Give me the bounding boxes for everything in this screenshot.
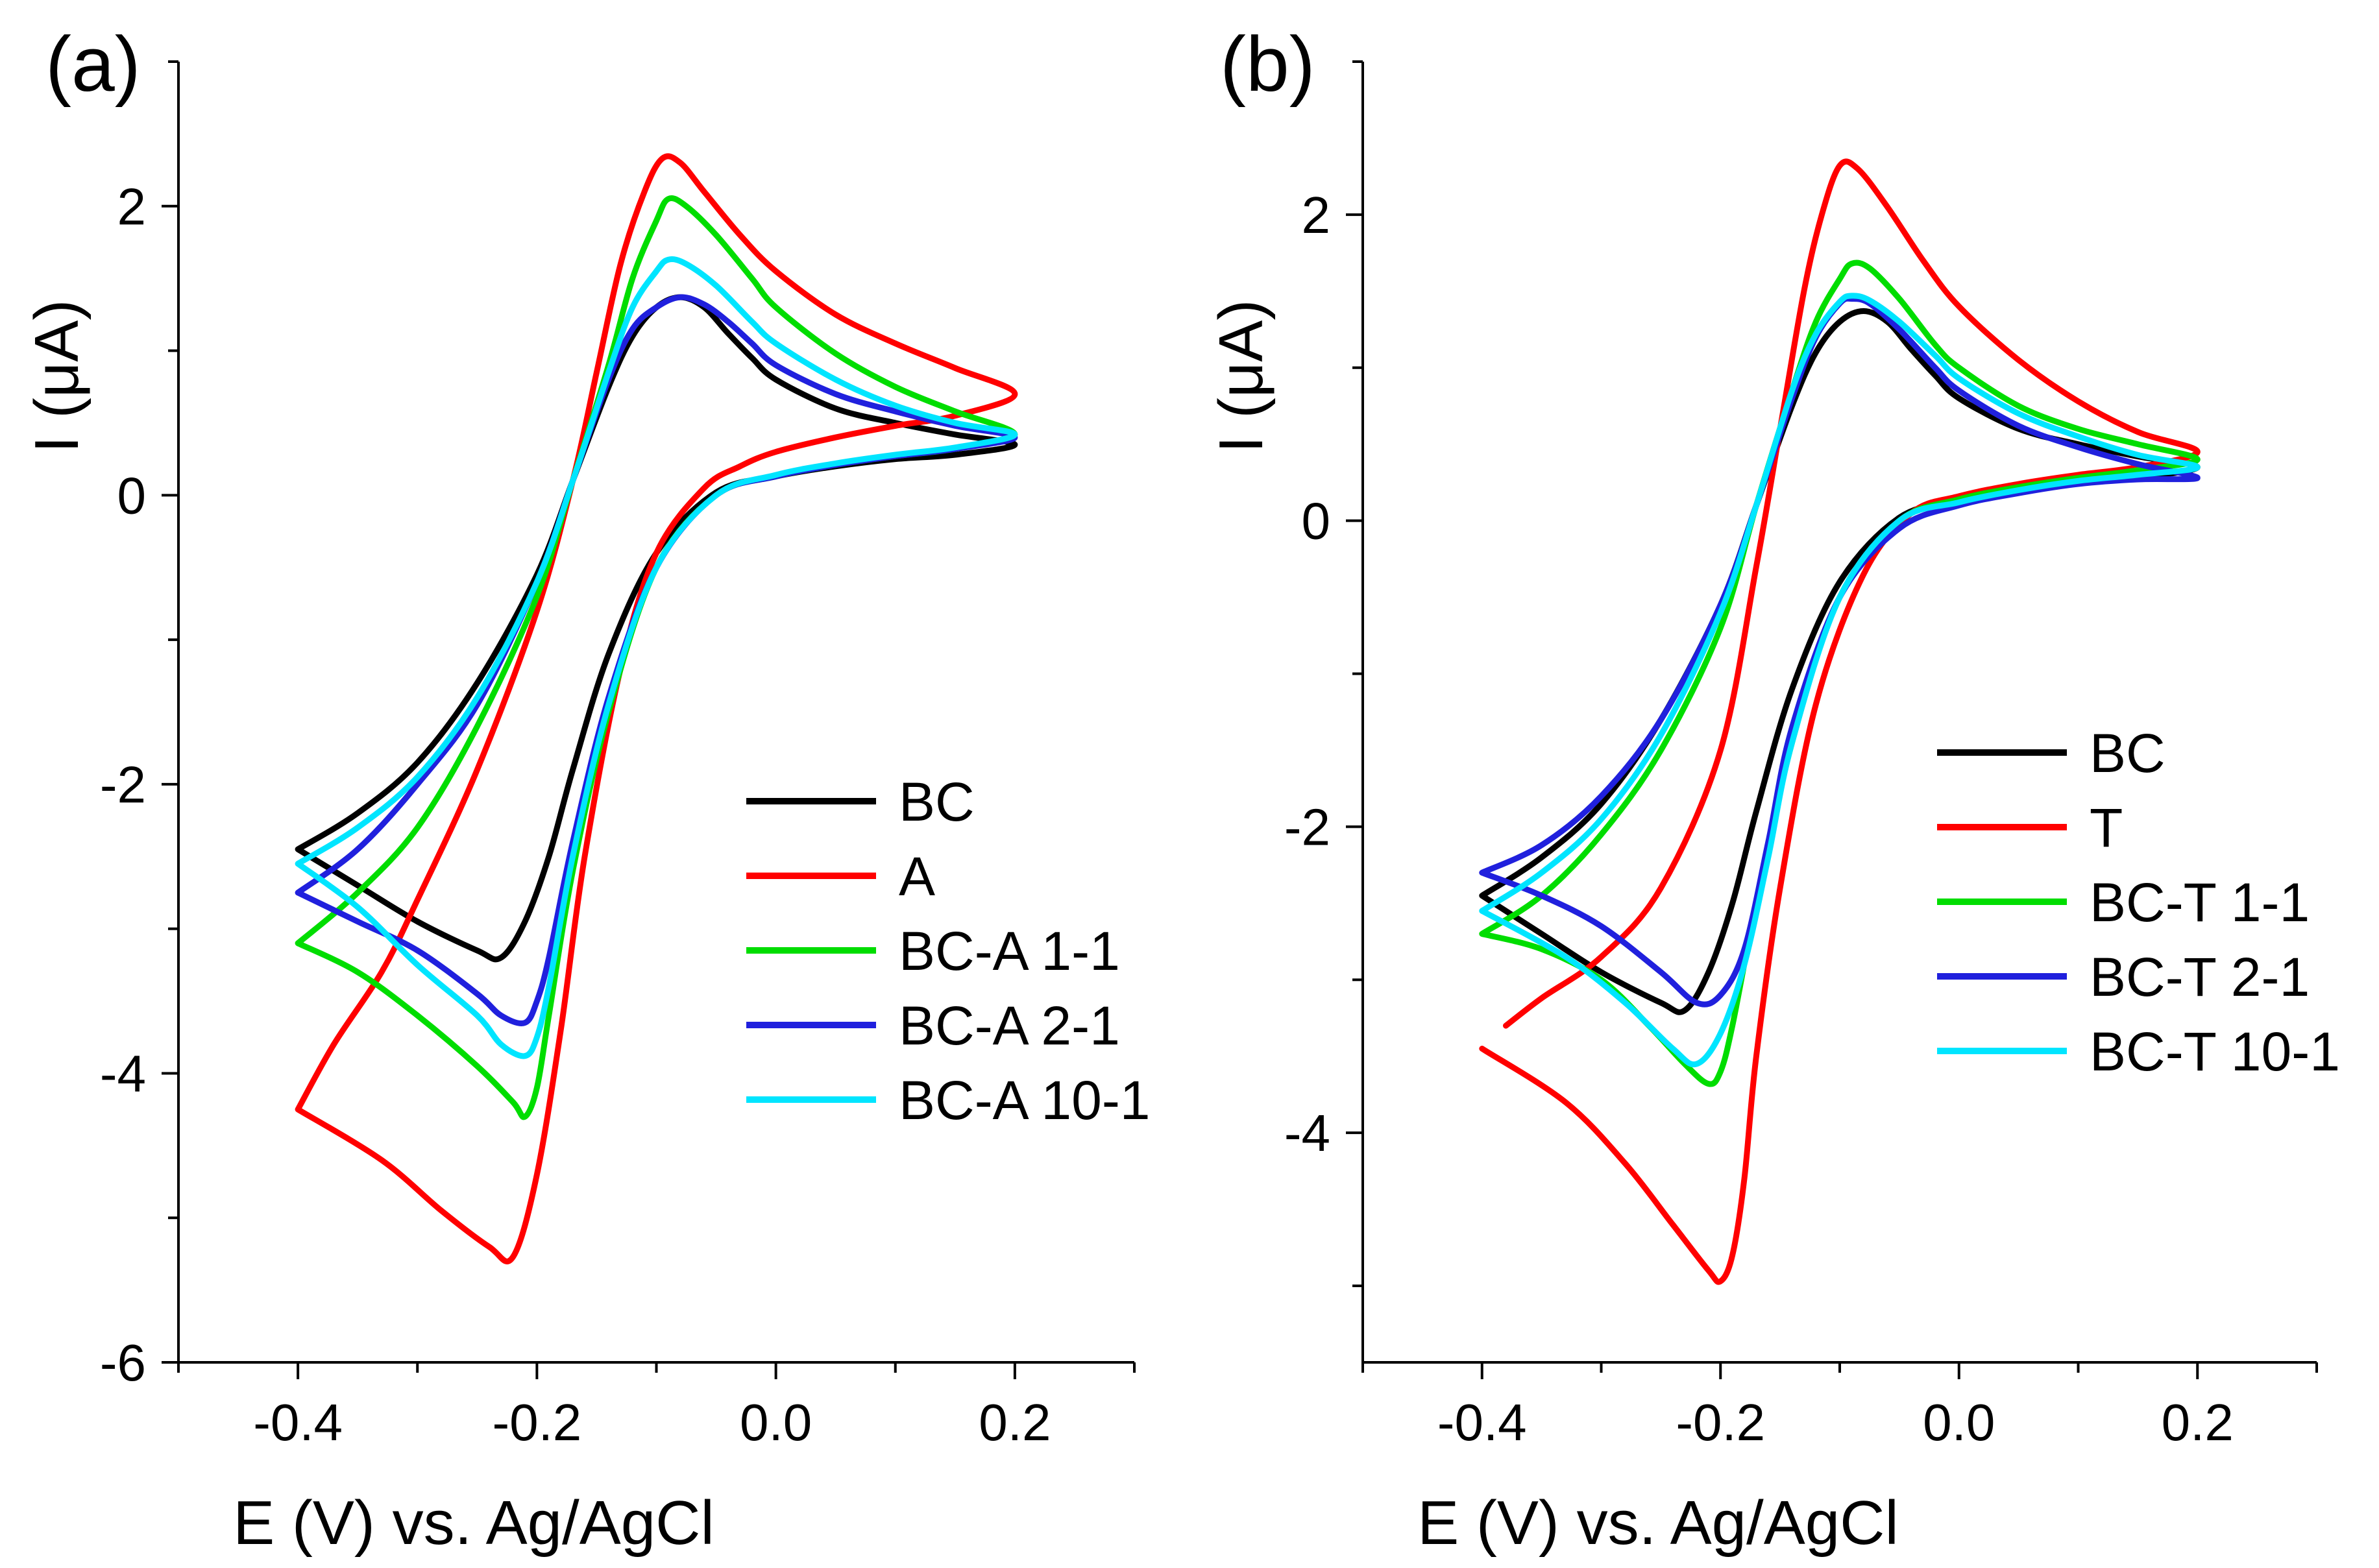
y-tick-label: 2 (117, 178, 147, 235)
y-tick-label: -6 (100, 1334, 146, 1392)
panel-a-ylabel: I (μA) (22, 300, 92, 453)
series-line-bc-a-10-1 (295, 256, 1018, 1059)
x-tick-label: 0.2 (2162, 1393, 2234, 1451)
panel-a: -0.4 -0.2 0.0 0.2 -6 -4 -2 0 2 (a) E (V) vs. Ag/… (22, 21, 1151, 1558)
legend-label: BC (899, 771, 975, 832)
legend-label: BC-T 10-1 (2090, 1021, 2340, 1082)
x-tick-label: -0.4 (1437, 1393, 1527, 1451)
panel-b-legend: BC T BC-T 1-1 BC-T 2-1 BC-T 10-1 (1937, 723, 2340, 1082)
panel-a-legend: BC A BC-A 1-1 BC-A 2-1 BC-A 10-1 (746, 771, 1151, 1131)
panel-b-plot: -0.4 -0.2 0.0 0.2 -4 -2 0 2 (1284, 60, 2318, 1451)
y-tick-label: 2 (1302, 186, 1331, 244)
legend-label: BC-A 2-1 (899, 995, 1120, 1056)
legend-label: BC-T 1-1 (2090, 872, 2310, 933)
y-tick-label: -2 (1284, 798, 1330, 856)
y-tick-label: -4 (1284, 1104, 1330, 1162)
legend-label: BC-T 2-1 (2090, 947, 2310, 1007)
y-tick-label: -2 (100, 756, 146, 814)
panel-b-xlabel: E (V) vs. Ag/AgCl (1417, 1488, 1899, 1558)
panel-b-label: (b) (1220, 21, 1315, 108)
x-tick-label: -0.4 (253, 1393, 343, 1451)
x-tick-label: -0.2 (1676, 1393, 1765, 1451)
y-tick-label: 0 (1302, 492, 1331, 550)
panel-a-xlabel: E (V) vs. Ag/AgCl (233, 1488, 714, 1558)
y-tick-label: 0 (117, 466, 147, 524)
legend-label: A (899, 846, 935, 907)
panel-a-plot: -0.4 -0.2 0.0 0.2 -6 -4 -2 0 2 (100, 60, 1136, 1451)
legend-label: BC (2090, 723, 2166, 784)
x-tick-label: 0.2 (979, 1393, 1051, 1451)
series-line-t (1479, 158, 2201, 1285)
series-line-a (295, 153, 1018, 1264)
legend-label: BC-A 1-1 (899, 921, 1120, 982)
x-tick-label: 0.0 (1923, 1393, 1995, 1451)
panel-b: -0.4 -0.2 0.0 0.2 -4 -2 0 2 (b) E (V) vs. Ag/Ag… (1206, 21, 2340, 1558)
panel-b-ylabel: I (μA) (1206, 300, 1276, 453)
series-line-bc-t-10-1 (1479, 293, 2201, 1068)
x-tick-label: -0.2 (492, 1393, 581, 1451)
legend-label: BC-A 10-1 (899, 1070, 1151, 1131)
y-tick-label: -4 (100, 1044, 146, 1102)
x-tick-label: 0.0 (740, 1393, 812, 1451)
panel-a-label: (a) (45, 21, 141, 108)
legend-label: T (2090, 797, 2123, 858)
